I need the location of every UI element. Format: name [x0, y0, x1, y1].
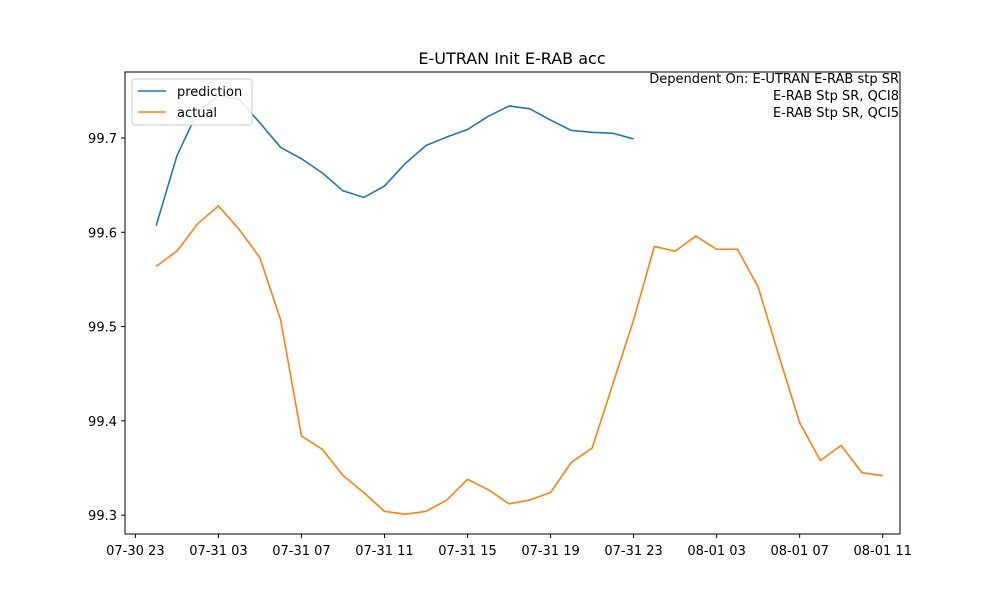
x-tick-label: 07-31 03	[189, 544, 247, 559]
series-line-actual	[155, 205, 883, 516]
y-tick-label: 99.6	[88, 226, 117, 241]
x-tick-label: 08-01 11	[853, 544, 911, 559]
chart-title: E-UTRAN Init E-RAB acc	[418, 49, 605, 68]
chart-legend: prediction actual	[131, 78, 253, 126]
y-tick-label: 99.7	[88, 132, 117, 147]
y-tick-label: 99.5	[88, 321, 117, 336]
x-tick-label: 07-31 15	[438, 544, 496, 559]
x-tick-label: 07-31 23	[604, 544, 662, 559]
annotation-line: E-RAB Stp SR, QCI8	[773, 89, 899, 104]
series-layer	[155, 94, 883, 516]
annotation-line: E-RAB Stp SR, QCI5	[773, 106, 899, 121]
y-tick-label: 99.3	[88, 509, 117, 524]
x-tick-label: 07-31 19	[521, 544, 579, 559]
legend-label-prediction: prediction	[177, 85, 242, 100]
axes-layer: 99.3 99.4 99.5 99.6 99.7 07-30 23 07-31 03 07-3…	[88, 71, 912, 559]
dependency-annotation: Dependent On: E-UTRAN E-RAB stp SR E-RAB …	[649, 72, 899, 121]
x-tick-label: 07-30 23	[106, 544, 164, 559]
y-tick-label: 99.4	[88, 415, 117, 430]
x-tick-label: 07-31 07	[272, 544, 330, 559]
x-tick-label: 07-31 11	[355, 544, 413, 559]
legend-label-actual: actual	[177, 106, 217, 121]
x-tick-label: 08-01 07	[770, 544, 828, 559]
x-tick-label: 08-01 03	[687, 544, 745, 559]
plot-frame	[124, 71, 901, 535]
annotation-line: Dependent On: E-UTRAN E-RAB stp SR	[649, 72, 899, 87]
